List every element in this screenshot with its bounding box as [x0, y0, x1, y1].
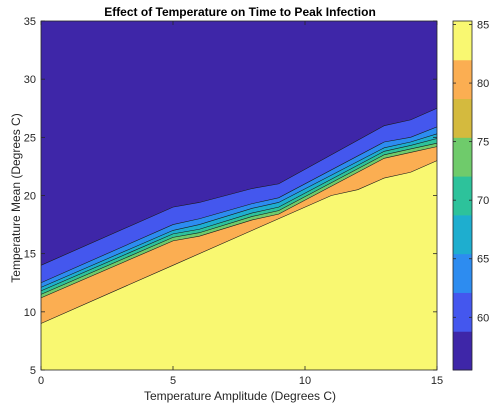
x-tick-label: 10	[299, 375, 311, 387]
y-tick-label: 25	[24, 132, 36, 144]
colorbar-segment	[453, 59, 472, 100]
y-tick-label: 15	[24, 249, 36, 261]
colorbar-tick-label: 60	[477, 312, 489, 324]
contour-line	[40, 146, 438, 299]
contour-line	[40, 160, 438, 324]
y-tick-label: 20	[24, 191, 36, 203]
colorbar-frame	[452, 20, 473, 371]
contour-line	[40, 138, 438, 292]
y-tick-label: 10	[24, 307, 36, 319]
y-tick-label: 35	[24, 16, 36, 28]
colorbar-segment	[453, 331, 472, 371]
colorbar-tick-label: 80	[477, 78, 489, 90]
contour-line	[40, 107, 438, 266]
colorbar-tick-label: 85	[477, 20, 489, 32]
colorbar-segment	[453, 292, 472, 332]
colorbar-tick-label: 65	[477, 254, 489, 266]
x-axis: 0 5 10 15	[38, 21, 443, 387]
colorbar-segment	[453, 21, 472, 61]
y-tick-label: 30	[24, 74, 36, 86]
colorbar-segment	[453, 98, 472, 138]
contour-line	[40, 133, 438, 288]
chart-title: Effect of Temperature on Time to Peak In…	[104, 5, 376, 19]
colorbar-tick-label: 75	[477, 137, 489, 149]
colorbar-segment	[453, 214, 472, 255]
colorbar-tick-label: 70	[477, 195, 489, 207]
y-axis-label: Temperature Mean (Degrees C)	[9, 113, 23, 282]
x-axis-label: Temperature Amplitude (Degrees C)	[144, 389, 336, 403]
contour-band	[41, 160, 437, 370]
contour-line	[40, 126, 438, 284]
x-tick-label: 0	[38, 375, 44, 387]
y-tick-label: 5	[30, 365, 36, 377]
x-tick-label: 15	[431, 375, 443, 387]
colorbar-segment	[453, 137, 472, 177]
colorbar-segment	[453, 176, 472, 216]
x-tick-label: 5	[170, 375, 176, 387]
y-axis: 5 10 15 20 25 30 35	[24, 16, 437, 377]
plot-area	[40, 20, 438, 371]
colorbar: 60 65 70 75 80 85	[452, 20, 489, 371]
contour-line	[40, 142, 438, 295]
colorbar-segment	[453, 253, 472, 293]
